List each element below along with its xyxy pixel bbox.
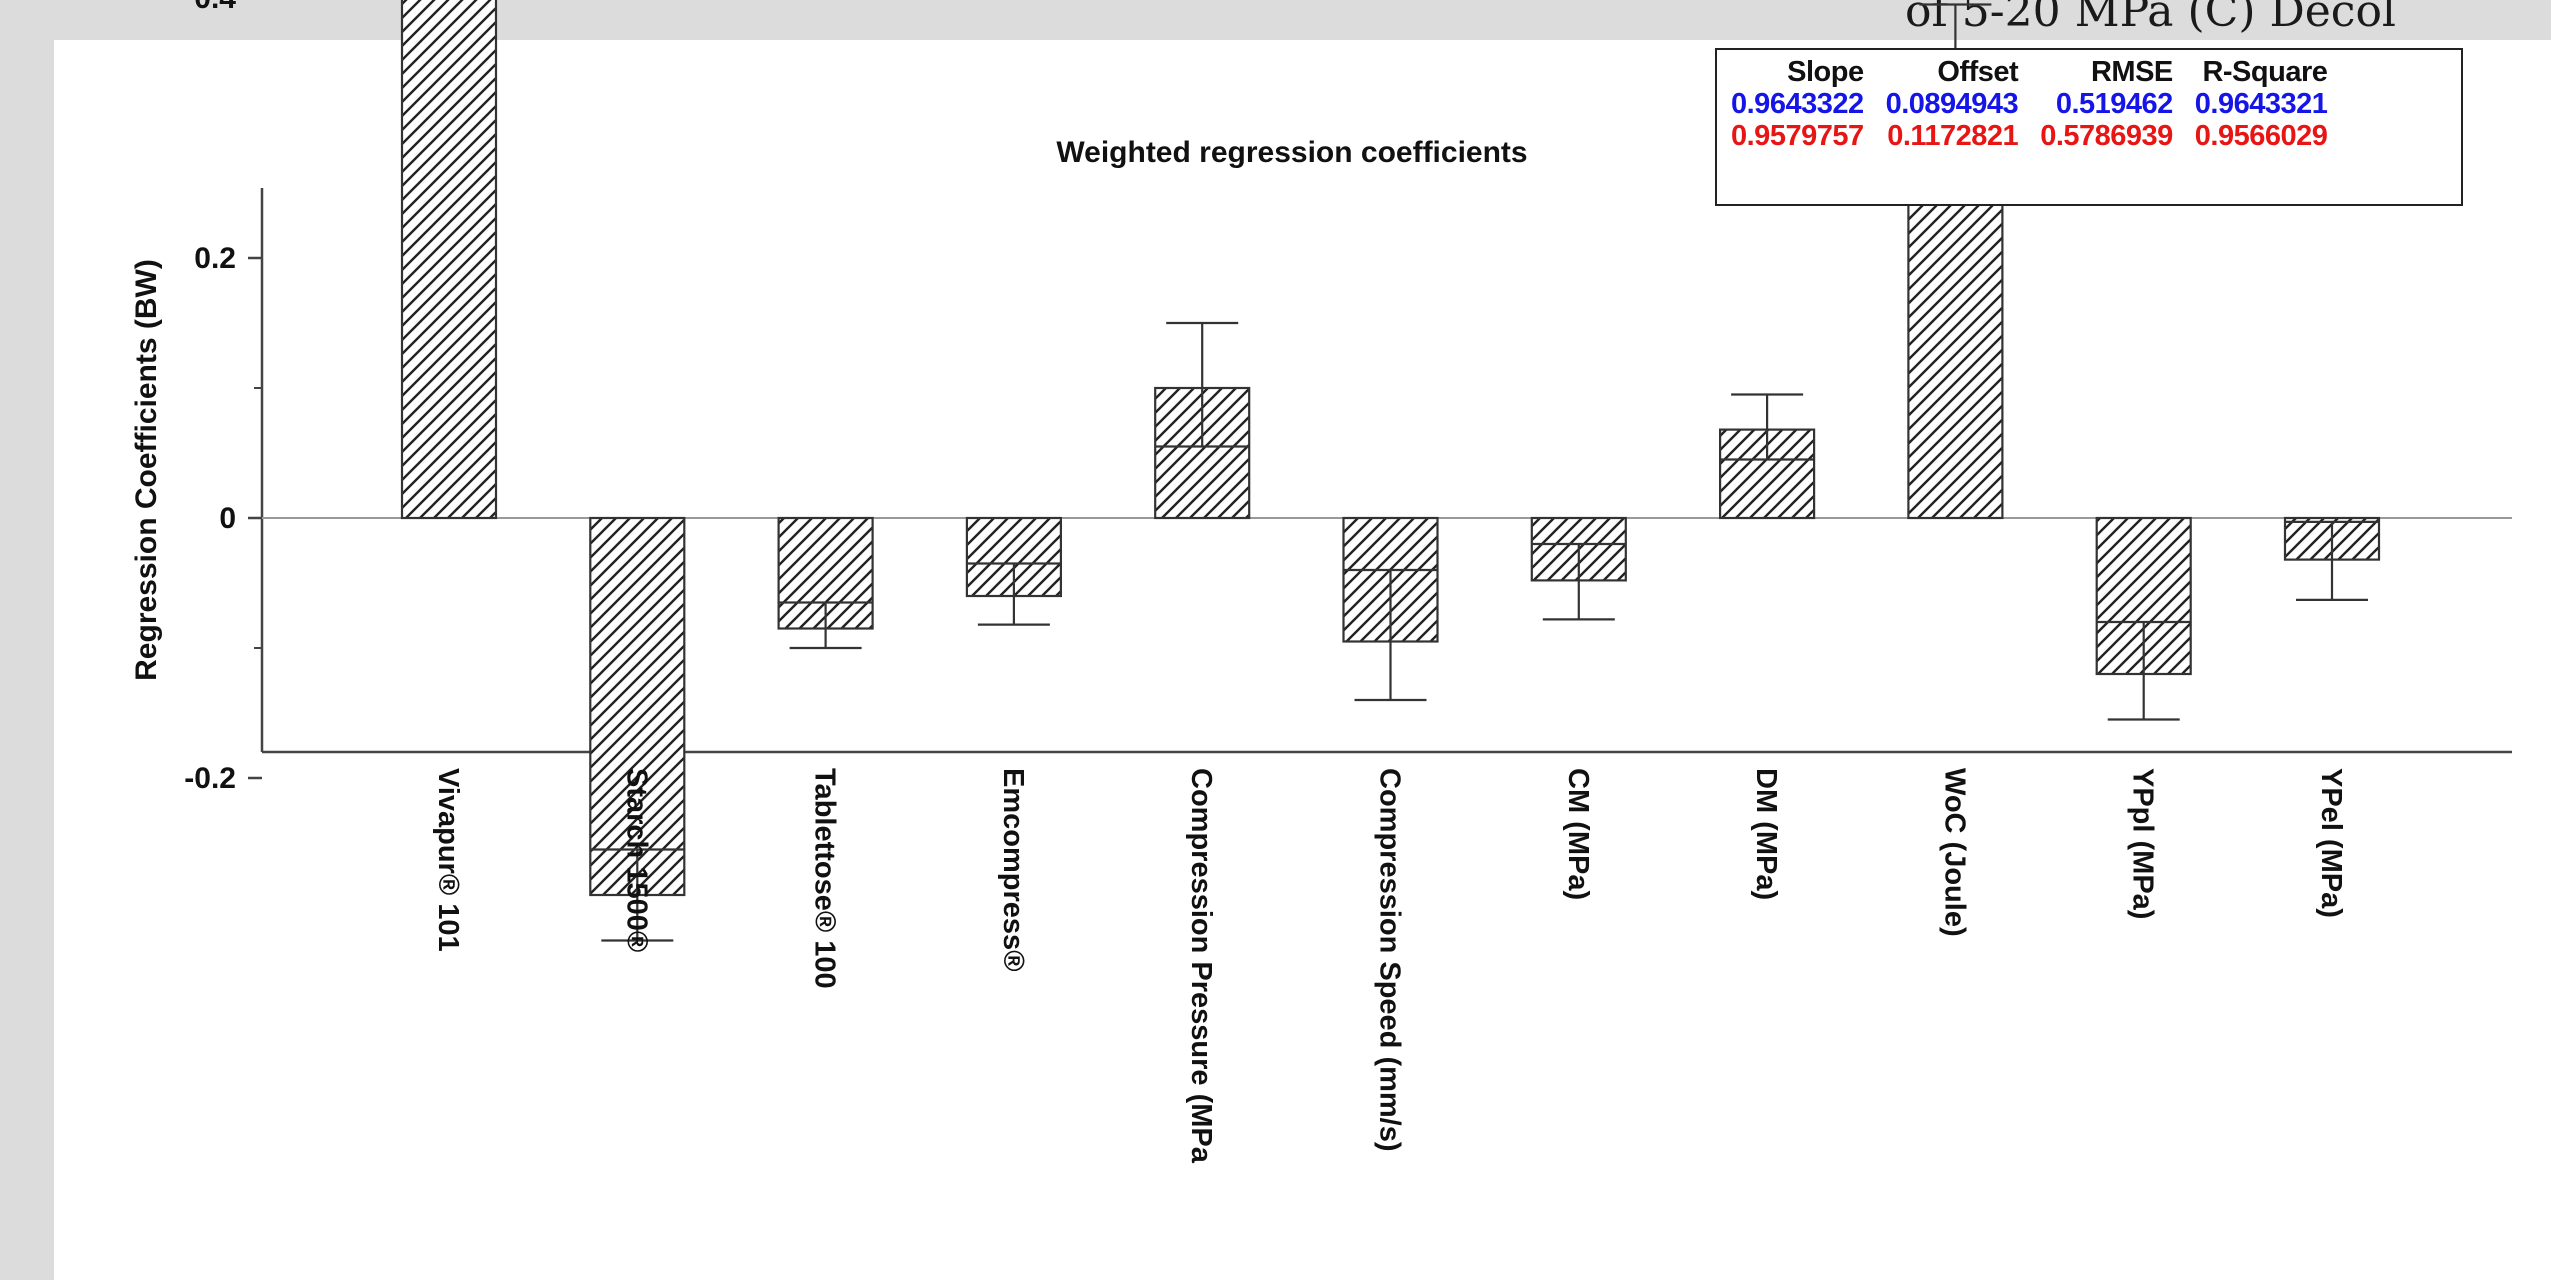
figure-caption: of 5-20 MPa (C) Decol [1905,0,2397,37]
stats-cell: 0.519462 [2055,88,2173,120]
bar [400,0,498,520]
x-category-label: Emcompress® [997,768,1029,972]
x-category-label: Starch 1500® [620,768,652,952]
stats-cell: 0.0894943 [1885,88,2019,120]
x-category-label: Compression Pressure (MPa [1185,768,1217,1164]
chart-title: Weighted regression coefficients [1056,136,1527,169]
x-category-label: DM (MPa) [1750,768,1782,900]
x-category-label: WoC (Joule) [1938,768,1970,937]
stats-cell: 0.1172821 [1887,120,2019,152]
stats-cell: 0.9566029 [2194,120,2328,152]
stats-table: Slope Offset RMSE R-Square 0.9643322 0.08949… [1721,56,2339,152]
stats-header-slope: Slope [1787,56,1864,88]
stats-header-row: Slope Offset RMSE R-Square [1721,56,2339,88]
x-category-label: YPpl (MPa) [2127,768,2159,919]
x-category-label: YPel (MPa) [2315,768,2347,918]
stats-cell: 0.5786939 [2040,120,2173,152]
y-tick-label: 0.4 [194,0,236,15]
stats-panel: Slope Offset RMSE R-Square 0.9643322 0.08949… [1715,48,2463,206]
x-category-label: Vivapur® 101 [432,768,464,952]
y-tick-label: 0.2 [194,242,236,275]
stats-header-r-square: R-Square [2202,56,2328,88]
y-tick-label: 0 [219,502,236,535]
x-category-label: Compression Speed (mm/s) [1374,768,1406,1152]
stats-cell: 0.9579757 [1731,120,1864,152]
x-category-label: CM (MPa) [1562,768,1594,900]
bar [589,516,686,897]
stats-cell: 0.9643321 [2194,88,2328,120]
stats-header-offset: Offset [1937,56,2019,88]
x-category-label: Tablettose® 100 [809,768,841,989]
stats-cell: 0.9643322 [1731,88,1864,120]
y-tick-label: -0.2 [184,762,236,795]
stats-row: 0.9643322 0.0894943 0.519462 0.9643321 [1721,88,2339,120]
stats-row: 0.9579757 0.1172821 0.5786939 0.9566029 [1721,120,2339,152]
stats-header-rmse: RMSE [2090,56,2173,88]
y-axis-label: Regression Coefficients (BW) [130,259,163,681]
